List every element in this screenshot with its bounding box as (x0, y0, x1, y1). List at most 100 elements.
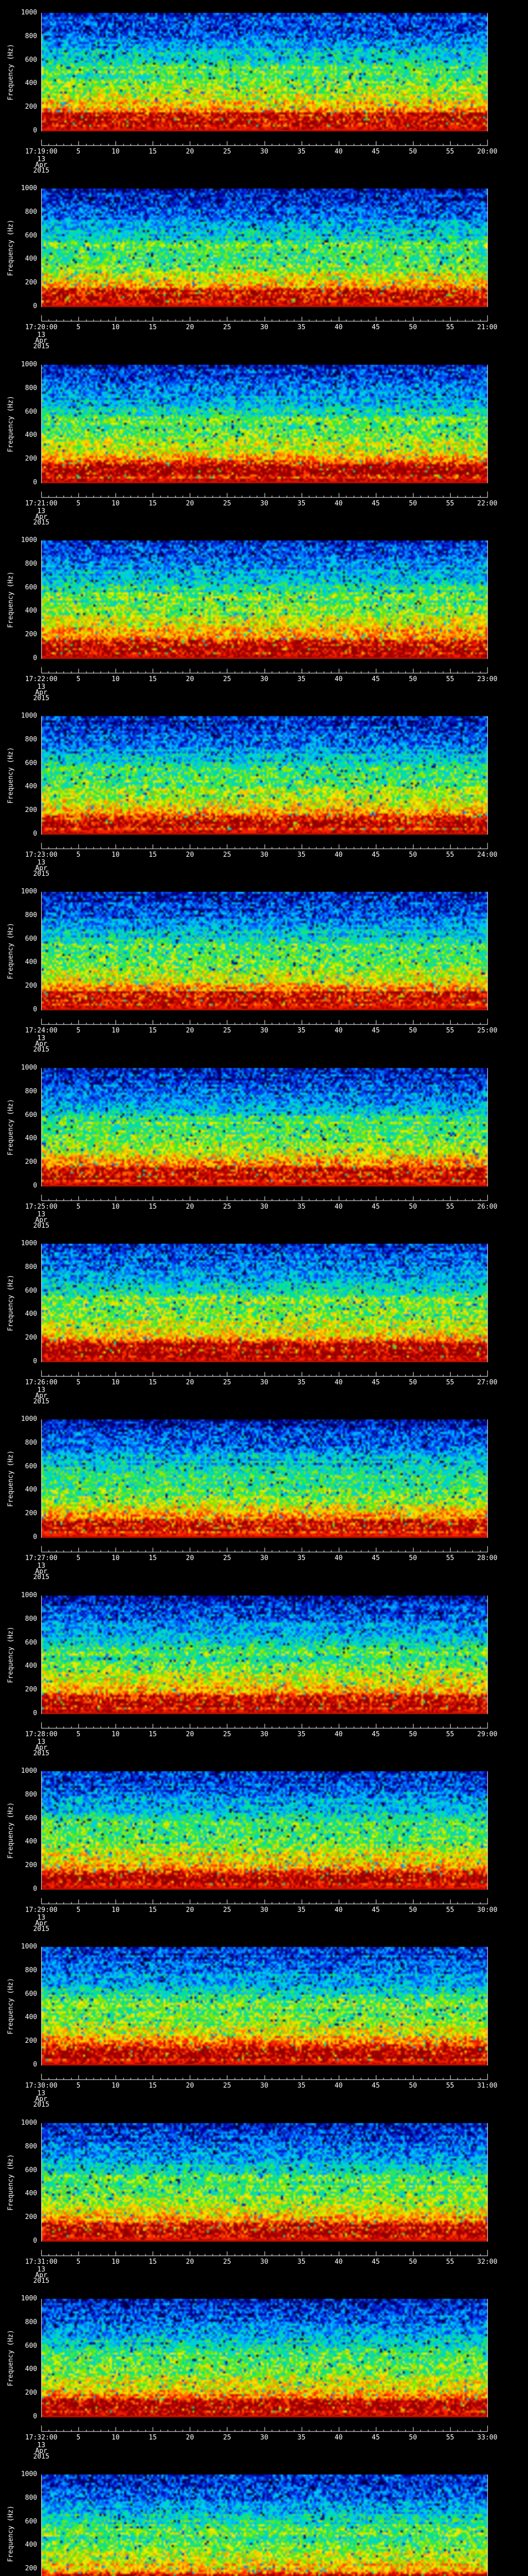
date-label: Apr (35, 2095, 47, 2103)
x-tick-label: 10 (111, 500, 120, 507)
y-tick-label: 200 (25, 2037, 37, 2045)
x-tick-label: 45 (371, 2258, 380, 2266)
spectrogram-panel-11: Frequency (Hz) 0 200 400 600 800 1000 17:29:00 5… (0, 1758, 528, 1935)
x-tick-label: 30 (260, 1554, 269, 1562)
y-tick-label: 200 (25, 806, 37, 815)
y-tick-label: 0 (33, 1709, 37, 1717)
y-tick-label: 800 (25, 1087, 37, 1095)
date-label: 13 (37, 1035, 45, 1042)
x-tick-label: 5 (76, 2258, 80, 2266)
x-tick-label: 30 (260, 2258, 269, 2266)
date-label: Apr (35, 865, 47, 872)
x-tick-label: 30 (260, 1731, 269, 1738)
x-tick-label: 20 (186, 2434, 194, 2442)
y-tick-label: 800 (25, 32, 37, 40)
end-time-label: 20:00 (477, 148, 498, 156)
y-tick-label: 400 (25, 958, 37, 967)
date-label: 2015 (33, 1398, 50, 1405)
x-tick-label: 20 (186, 148, 194, 156)
x-tick-label: 15 (148, 2082, 157, 2090)
end-time-label: 28:00 (477, 1554, 498, 1562)
x-tick-label: 55 (446, 1203, 454, 1211)
x-tick-label: 55 (446, 1027, 454, 1035)
x-tick-label: 10 (111, 2434, 120, 2442)
x-tick-label: 40 (334, 1554, 343, 1562)
date-label: 13 (37, 1211, 45, 1218)
y-tick-label: 400 (25, 79, 37, 88)
y-tick-label: 0 (33, 2061, 37, 2069)
x-tick-label: 45 (371, 675, 380, 683)
start-time-label: 17:25:00 (25, 1203, 58, 1211)
start-time-label: 17:23:00 (25, 851, 58, 859)
x-tick-label: 45 (371, 148, 380, 156)
date-label: Apr (35, 1040, 47, 1048)
y-tick-label: 0 (33, 1006, 37, 1013)
spectrogram-panel-9: Frequency (Hz) 0 200 400 600 800 1000 17:27:00 5… (0, 1406, 528, 1583)
y-tick-label: 0 (33, 830, 37, 838)
y-tick-label: 400 (25, 783, 37, 791)
y-tick-label: 200 (25, 1861, 37, 1870)
x-tick-label: 30 (260, 2082, 269, 2090)
x-tick-label: 50 (409, 1906, 417, 1914)
y-tick-label: 600 (25, 1111, 37, 1119)
x-tick-label: 5 (76, 324, 80, 331)
spectrogram-panel-2: Frequency (Hz) 0 200 400 600 800 1000 17:20:00 5… (0, 176, 528, 352)
x-tick-label: 45 (371, 2082, 380, 2090)
date-label: 2015 (33, 870, 50, 878)
y-tick-label: 600 (25, 56, 37, 64)
y-tick-label: 0 (33, 1182, 37, 1190)
date-label: 13 (37, 2090, 45, 2097)
y-tick-label: 0 (33, 2413, 37, 2420)
y-tick-label: 600 (25, 759, 37, 767)
start-time-label: 17:20:00 (25, 324, 58, 331)
x-tick-label: 50 (409, 1731, 417, 1738)
y-tick-label: 600 (25, 1990, 37, 1998)
y-axis-title: Frequency (Hz) (7, 395, 15, 452)
date-label: Apr (35, 2447, 47, 2455)
x-tick-label: 15 (148, 1379, 157, 1386)
x-tick-label: 5 (76, 2434, 80, 2442)
date-label: 13 (37, 2266, 45, 2274)
spectrogram-canvas (0, 1406, 528, 1583)
spectrogram-canvas (0, 1231, 528, 1407)
y-tick-label: 400 (25, 2541, 37, 2549)
x-tick-label: 25 (223, 500, 232, 507)
y-tick-label: 800 (25, 384, 37, 392)
y-tick-label: 800 (25, 1438, 37, 1447)
y-tick-label: 400 (25, 431, 37, 439)
x-tick-label: 15 (148, 500, 157, 507)
x-tick-label: 15 (148, 324, 157, 331)
x-tick-label: 55 (446, 675, 454, 683)
y-tick-label: 800 (25, 2494, 37, 2502)
x-tick-label: 40 (334, 851, 343, 859)
x-tick-label: 5 (76, 1379, 80, 1386)
date-label: Apr (35, 1744, 47, 1752)
x-tick-label: 30 (260, 675, 269, 683)
y-tick-label: 0 (33, 2237, 37, 2245)
y-axis-title: Frequency (Hz) (7, 1802, 15, 1859)
spectrogram-panel-14: Frequency (Hz) 0 200 400 600 800 1000 17:32:00 5… (0, 2286, 528, 2462)
x-tick-label: 5 (76, 148, 80, 156)
x-tick-label: 15 (148, 1554, 157, 1562)
date-label: 2015 (33, 2277, 50, 2285)
y-tick-label: 1000 (21, 1943, 37, 1951)
date-label: 2015 (33, 167, 50, 175)
x-tick-label: 55 (446, 324, 454, 331)
x-tick-label: 45 (371, 1027, 380, 1035)
x-tick-label: 20 (186, 1906, 194, 1914)
y-tick-label: 200 (25, 279, 37, 287)
x-tick-label: 50 (409, 2258, 417, 2266)
x-tick-label: 25 (223, 1731, 232, 1738)
date-label: Apr (35, 2272, 47, 2279)
x-tick-label: 10 (111, 675, 120, 683)
x-tick-label: 20 (186, 1731, 194, 1738)
x-tick-label: 30 (260, 148, 269, 156)
x-tick-label: 35 (297, 1203, 306, 1211)
y-axis-title: Frequency (Hz) (7, 747, 15, 804)
date-label: Apr (35, 161, 47, 169)
y-tick-label: 800 (25, 1615, 37, 1623)
x-tick-label: 15 (148, 2434, 157, 2442)
x-tick-label: 30 (260, 2434, 269, 2442)
x-tick-label: 40 (334, 1906, 343, 1914)
